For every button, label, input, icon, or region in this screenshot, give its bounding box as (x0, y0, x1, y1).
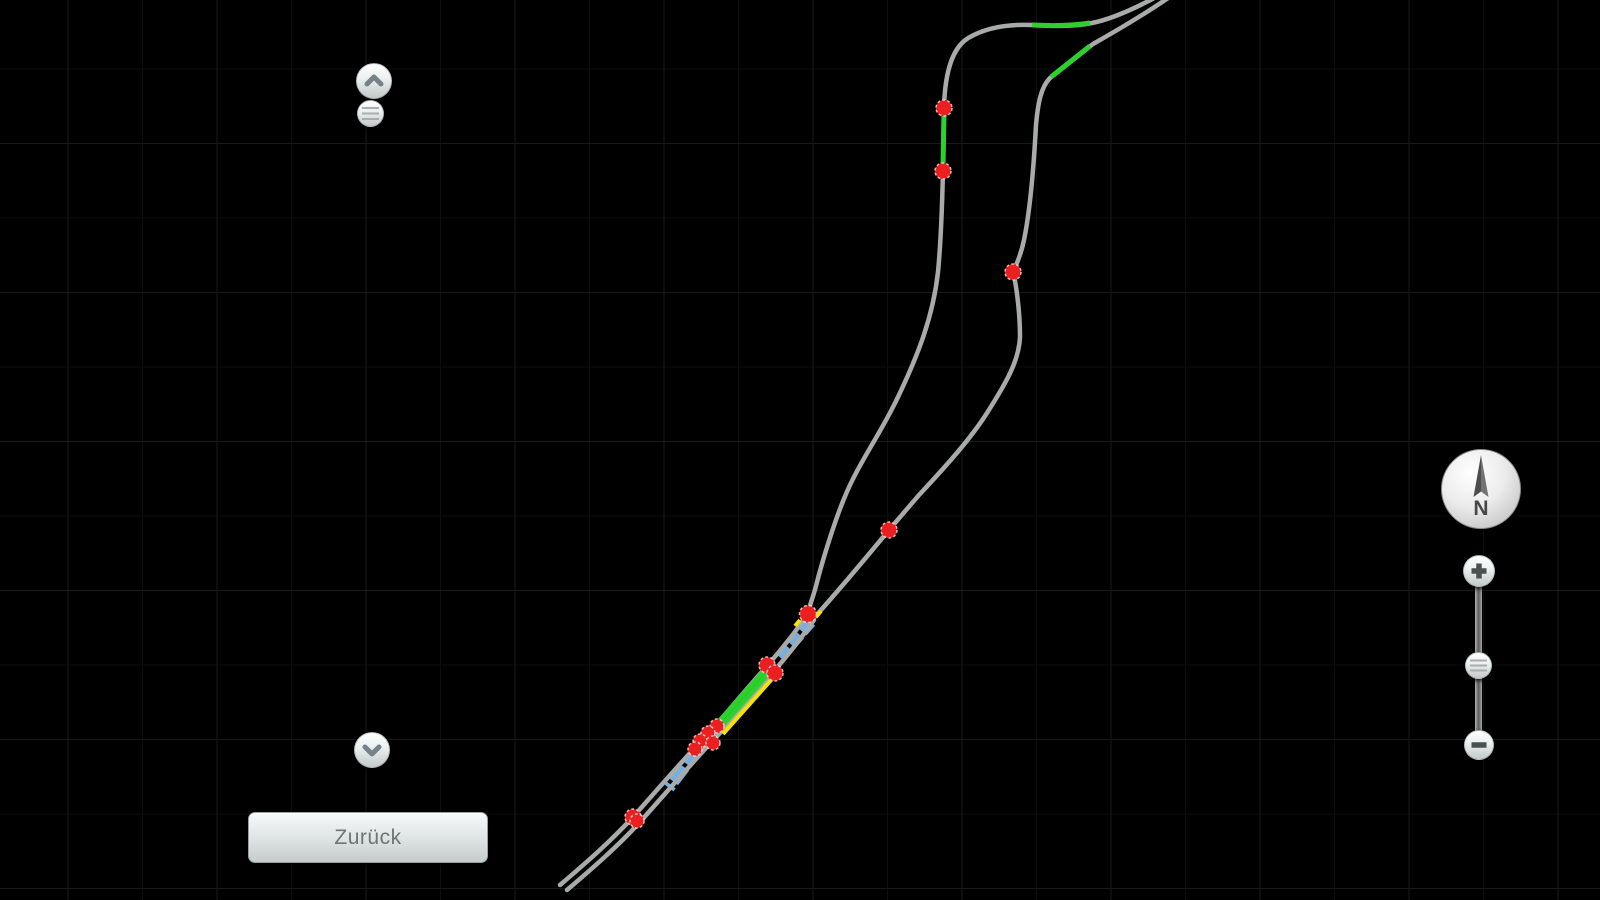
minus-icon (1471, 742, 1487, 748)
track-node[interactable] (880, 521, 898, 539)
pan-down-button[interactable] (354, 732, 390, 768)
north-arrow-icon (1473, 455, 1489, 497)
grip-lines-icon (1470, 659, 1487, 672)
green-route-segment[interactable] (717, 672, 770, 731)
yellow-route-segment[interactable] (721, 677, 774, 736)
chevron-down-icon (362, 744, 382, 757)
pan-up-button[interactable] (356, 63, 392, 99)
track-east-branch[interactable] (810, 0, 1171, 622)
yellow-tick[interactable] (793, 618, 802, 628)
track-node[interactable] (705, 735, 721, 751)
compass-north-label: N (1473, 497, 1489, 520)
plus-icon (1471, 563, 1487, 579)
zoom-out-button[interactable] (1464, 730, 1494, 760)
track-node[interactable] (798, 604, 818, 624)
grip-lines-icon (362, 106, 379, 121)
track-main-rail-a[interactable] (557, 611, 811, 888)
green-route-segment[interactable] (940, 111, 947, 168)
green-route-segment[interactable] (1049, 44, 1092, 79)
track-node[interactable] (766, 664, 784, 682)
track-west-branch[interactable] (805, 0, 1158, 617)
zoom-slider-handle[interactable] (1465, 652, 1492, 679)
track-node[interactable] (935, 99, 953, 117)
green-route-segment[interactable] (714, 668, 767, 727)
chevron-up-icon (364, 74, 384, 87)
pan-handle[interactable] (357, 100, 384, 127)
track-node[interactable] (934, 162, 952, 180)
track-node[interactable] (1004, 263, 1022, 281)
green-route-segment[interactable] (1031, 20, 1091, 29)
track-node[interactable] (687, 741, 703, 757)
back-button[interactable]: Zurück (248, 812, 488, 863)
zoom-in-button[interactable] (1463, 555, 1495, 587)
compass[interactable]: N (1441, 449, 1521, 529)
track-node[interactable] (629, 813, 645, 829)
